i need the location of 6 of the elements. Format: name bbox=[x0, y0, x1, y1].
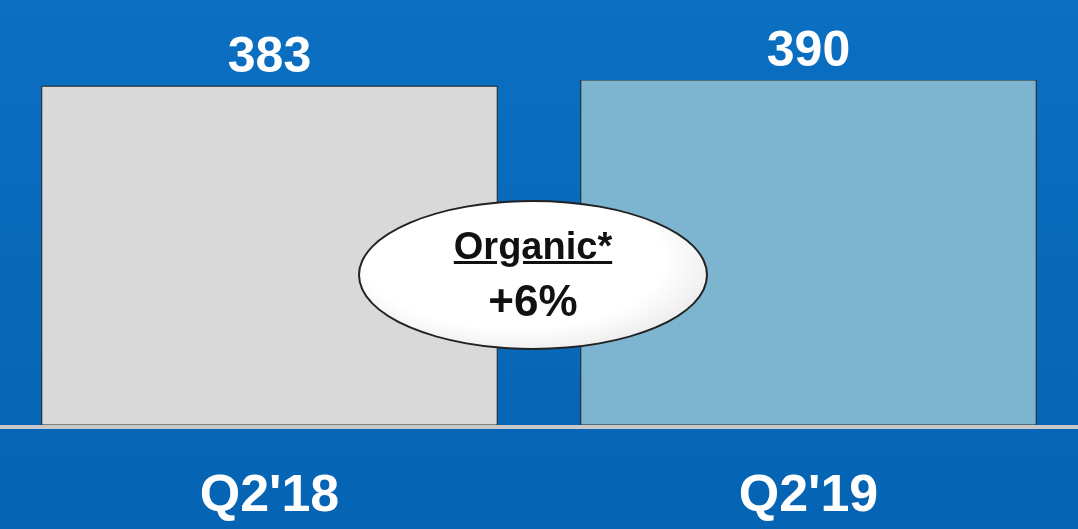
annotation: +6% bbox=[488, 275, 578, 326]
annotation: Organic* bbox=[453, 224, 613, 268]
x-tick-label: Q2'19 bbox=[738, 464, 879, 523]
data-label: 390 bbox=[766, 21, 851, 77]
data-label: 383 bbox=[227, 27, 312, 84]
x-tick-label: Q2'18 bbox=[199, 464, 340, 523]
